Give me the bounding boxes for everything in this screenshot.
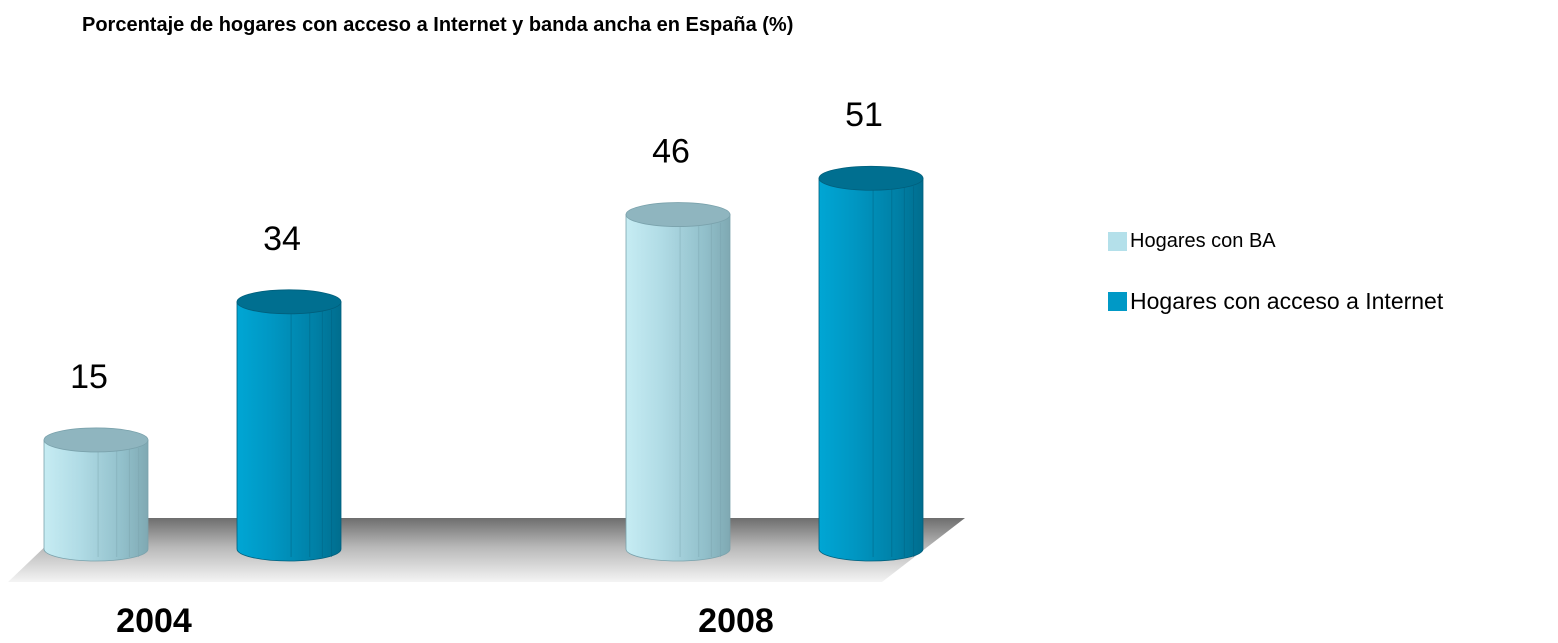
chart-title: Porcentaje de hogares con acceso a Inter… [82, 14, 794, 36]
bar-2004-hogares-con-acceso [236, 289, 342, 562]
bar-2008-hogares-con-acceso [818, 165, 924, 562]
legend-label-hogares-con-acceso: Hogares con acceso a Internet [1130, 287, 1444, 314]
data-label-2008-hogares-con-acceso: 51 [845, 96, 883, 134]
legend: Hogares con BA Hogares con acceso a Inte… [1108, 226, 1443, 346]
data-label-2004-hogares-con-acceso: 34 [263, 220, 301, 258]
bar-2008-hogares-con-ba [625, 202, 731, 562]
data-label-2008-hogares-con-ba: 46 [652, 133, 690, 171]
legend-item-hogares-con-ba: Hogares con BA [1108, 226, 1443, 256]
legend-swatch-hogares-con-acceso [1108, 291, 1127, 311]
category-label-2008: 2008 [698, 602, 774, 640]
data-label-2004-hogares-con-ba: 15 [70, 358, 108, 396]
legend-item-hogares-con-acceso: Hogares con acceso a Internet [1108, 286, 1443, 316]
legend-swatch-hogares-con-ba [1108, 231, 1127, 251]
category-label-2004: 2004 [116, 602, 192, 640]
legend-label-hogares-con-ba: Hogares con BA [1130, 229, 1276, 252]
bar-2004-hogares-con-ba [43, 427, 149, 562]
